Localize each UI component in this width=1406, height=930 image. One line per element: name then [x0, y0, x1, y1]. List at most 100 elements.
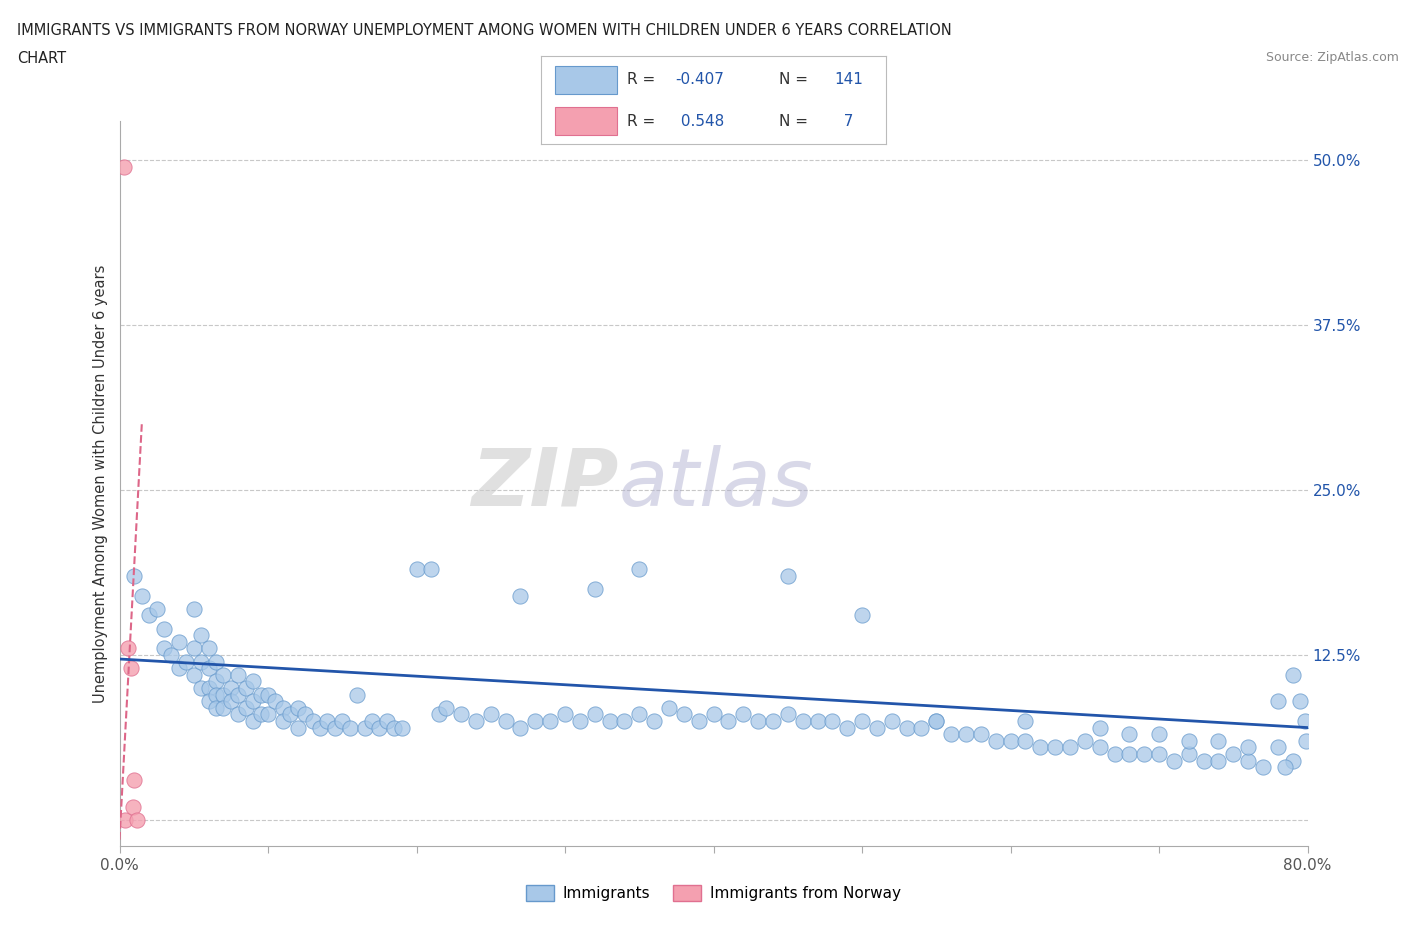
Point	[939, 726, 962, 741]
Point	[190, 654, 212, 669]
Point	[1251, 760, 1274, 775]
Point	[309, 720, 332, 735]
Point	[361, 713, 384, 728]
Point	[197, 694, 219, 709]
Point	[212, 668, 235, 683]
Point	[747, 713, 769, 728]
Point	[114, 813, 136, 828]
Point	[1237, 740, 1260, 755]
Point	[131, 589, 153, 604]
Point	[249, 687, 271, 702]
Point	[427, 707, 450, 722]
Text: -0.407: -0.407	[676, 73, 724, 87]
Point	[190, 628, 212, 643]
Point	[212, 700, 235, 715]
Point	[160, 647, 183, 662]
Text: 7: 7	[834, 113, 853, 128]
Text: N =: N =	[779, 73, 813, 87]
Point	[568, 713, 591, 728]
Point	[672, 707, 695, 722]
Point	[509, 720, 531, 735]
Point	[120, 661, 142, 676]
Point	[583, 581, 606, 596]
Point	[153, 641, 176, 656]
Text: CHART: CHART	[17, 51, 66, 66]
Point	[866, 720, 889, 735]
Point	[167, 661, 190, 676]
Point	[197, 681, 219, 696]
Point	[464, 713, 486, 728]
Point	[242, 713, 264, 728]
Legend: Immigrants, Immigrants from Norway: Immigrants, Immigrants from Norway	[520, 880, 907, 908]
Point	[1029, 740, 1052, 755]
Point	[1208, 734, 1230, 749]
Point	[1043, 740, 1066, 755]
Point	[368, 720, 391, 735]
Point	[495, 713, 517, 728]
Point	[925, 713, 948, 728]
Point	[205, 654, 228, 669]
Point	[1000, 734, 1022, 749]
Point	[228, 707, 250, 722]
Point	[205, 674, 228, 689]
Point	[127, 813, 149, 828]
Point	[197, 661, 219, 676]
Point	[271, 700, 294, 715]
Text: atlas: atlas	[619, 445, 813, 523]
Point	[145, 602, 167, 617]
Text: N =: N =	[779, 113, 813, 128]
Point	[1267, 694, 1289, 709]
Point	[479, 707, 502, 722]
Point	[205, 700, 228, 715]
Point	[583, 707, 606, 722]
Bar	[555, 107, 617, 136]
Point	[1178, 734, 1201, 749]
Point	[138, 608, 160, 623]
Point	[287, 700, 309, 715]
Point	[434, 700, 457, 715]
Point	[339, 720, 361, 735]
Point	[688, 713, 710, 728]
Point	[294, 707, 316, 722]
Point	[301, 713, 323, 728]
Point	[212, 687, 235, 702]
Point	[117, 641, 139, 656]
Point	[205, 687, 228, 702]
Point	[733, 707, 755, 722]
Point	[717, 713, 740, 728]
Point	[896, 720, 918, 735]
Point	[1208, 753, 1230, 768]
Text: R =: R =	[627, 73, 661, 87]
Point	[1147, 747, 1170, 762]
Point	[1059, 740, 1081, 755]
Point	[375, 713, 398, 728]
Point	[776, 568, 799, 583]
Point	[153, 621, 176, 636]
Point	[762, 713, 785, 728]
Point	[1222, 747, 1244, 762]
Text: 0.548: 0.548	[676, 113, 724, 128]
Point	[122, 799, 145, 814]
Point	[183, 668, 205, 683]
Text: R =: R =	[627, 113, 661, 128]
Point	[1163, 753, 1185, 768]
Point	[1104, 747, 1126, 762]
Point	[235, 681, 257, 696]
Point	[880, 713, 903, 728]
Point	[167, 634, 190, 649]
Point	[1237, 753, 1260, 768]
Point	[197, 641, 219, 656]
Point	[183, 641, 205, 656]
Point	[599, 713, 621, 728]
Point	[405, 562, 427, 577]
Point	[1088, 740, 1111, 755]
Point	[925, 713, 948, 728]
Point	[1294, 713, 1316, 728]
Point	[391, 720, 413, 735]
Point	[219, 694, 242, 709]
Point	[450, 707, 472, 722]
Point	[1274, 760, 1296, 775]
Point	[1289, 694, 1312, 709]
Point	[353, 720, 375, 735]
Point	[1295, 734, 1317, 749]
